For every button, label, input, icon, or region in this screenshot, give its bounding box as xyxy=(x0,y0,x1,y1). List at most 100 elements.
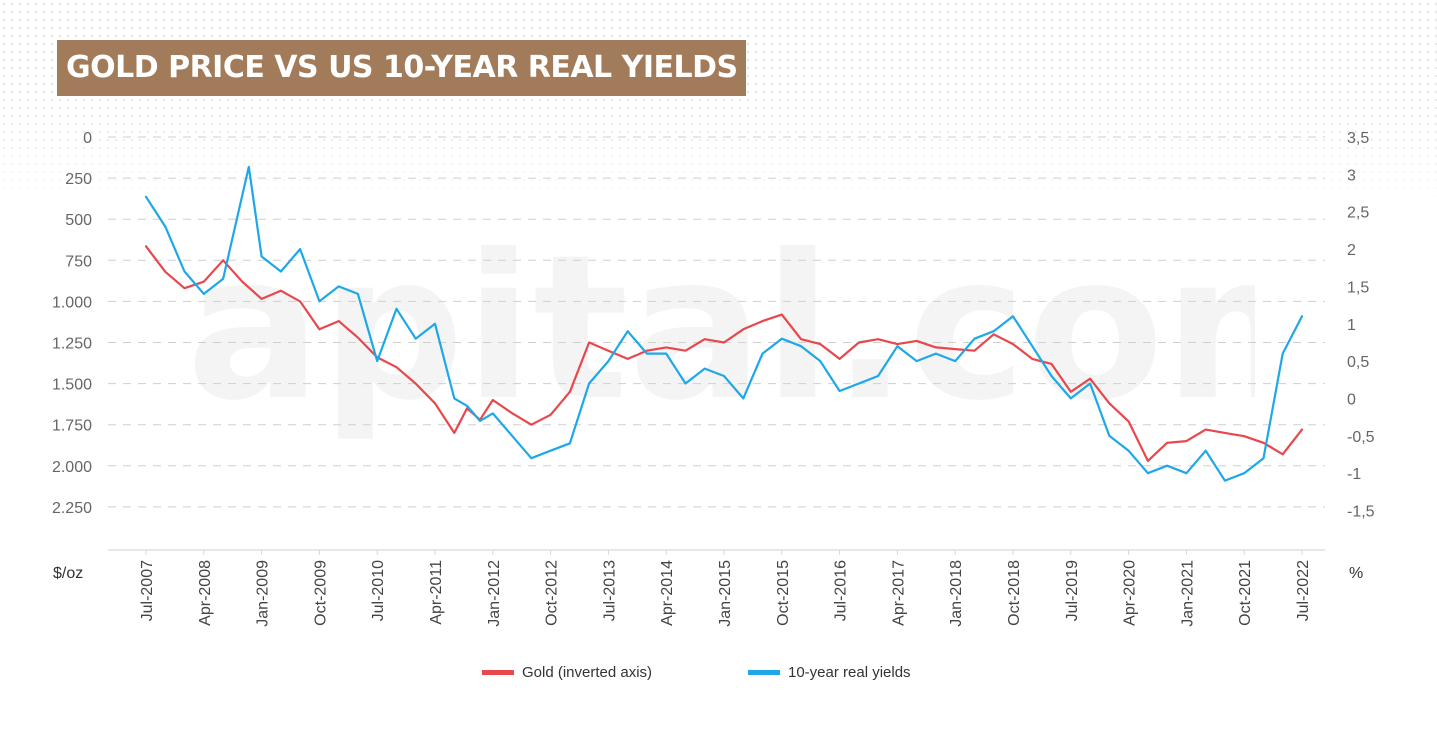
gold-data-point xyxy=(781,313,783,316)
yields-data-point xyxy=(1050,375,1053,377)
x-tick-label: Oct-2015 xyxy=(775,560,792,626)
yields-data-point xyxy=(896,345,899,348)
gold-data-point xyxy=(896,343,899,345)
yields-data-point xyxy=(703,367,706,370)
series-lines xyxy=(144,165,1304,482)
gold-data-point xyxy=(1166,442,1168,444)
legend-item-gold: Gold (inverted axis) xyxy=(482,664,652,681)
right-tick-label: 2,5 xyxy=(1347,205,1369,222)
yields-data-point xyxy=(203,293,205,295)
legend-label-gold: Gold (inverted axis) xyxy=(522,664,653,681)
gold-data-point xyxy=(992,333,995,336)
right-tick-label: 3,5 xyxy=(1347,130,1369,147)
right-tick-label: 1 xyxy=(1347,317,1356,334)
gold-data-point xyxy=(1031,358,1034,360)
yields-data-point xyxy=(376,360,379,362)
gold-data-point xyxy=(935,346,937,349)
dotted-background xyxy=(0,0,1437,210)
yields-data-point xyxy=(260,255,263,258)
gold-data-point xyxy=(1243,435,1245,438)
gold-data-point xyxy=(819,343,822,345)
gold-data-point xyxy=(183,287,186,290)
gold-data-point xyxy=(1012,343,1014,345)
yields-data-point xyxy=(1070,397,1072,400)
left-tick-label: 750 xyxy=(65,253,92,270)
watermark-logo: capital.com xyxy=(185,222,1255,445)
gold-data-point xyxy=(1127,420,1130,423)
yields-data-point xyxy=(646,352,648,355)
left-tick-label: 2.250 xyxy=(52,500,92,517)
yields-data-point xyxy=(588,382,590,385)
yields-data-point xyxy=(819,360,822,362)
yields-data-point xyxy=(434,323,436,325)
yields-data-point xyxy=(1204,449,1207,452)
gold-data-point xyxy=(915,340,918,342)
left-axis-unit: $/oz xyxy=(53,565,83,582)
yields-data-point xyxy=(877,375,879,377)
gold-data-point xyxy=(973,349,976,352)
gold-data-point xyxy=(800,338,802,341)
gold-data-point xyxy=(453,432,456,434)
gold-data-point xyxy=(299,300,301,303)
axes xyxy=(108,549,1325,555)
x-tick-label: Jul-2010 xyxy=(370,560,387,621)
yields-data-point xyxy=(453,397,456,400)
yields-data-point xyxy=(492,412,494,415)
yields-data-point xyxy=(973,337,976,340)
svg-text:capital.com: capital.com xyxy=(185,222,1255,445)
x-tick-label: Jan-2018 xyxy=(948,560,965,627)
yields-data-point xyxy=(164,225,167,228)
x-tick-label: Jan-2009 xyxy=(255,560,272,627)
right-tick-label: 1,5 xyxy=(1347,279,1369,296)
x-tick-label: Jul-2019 xyxy=(1064,560,1081,621)
gold-data-point xyxy=(395,366,398,369)
x-tick-label: Apr-2020 xyxy=(1122,560,1139,626)
yields-series-line xyxy=(144,165,1304,482)
x-tick-label: Jul-2007 xyxy=(139,560,156,621)
gold-data-point xyxy=(1108,402,1111,405)
yields-data-point xyxy=(530,457,533,460)
yields-data-point xyxy=(781,337,783,340)
gold-data-point xyxy=(877,338,879,341)
yields-data-point xyxy=(1031,345,1034,348)
yields-data-point xyxy=(723,375,725,377)
yields-data-point xyxy=(1147,472,1149,475)
yields-data-point xyxy=(761,352,764,355)
yields-data-point xyxy=(1108,435,1111,437)
yields-data-point xyxy=(1012,315,1014,318)
gold-data-point xyxy=(414,382,417,385)
yields-data-point xyxy=(569,442,571,445)
yields-data-point xyxy=(1166,464,1168,467)
yields-data-point xyxy=(684,382,687,385)
gold-data-point xyxy=(1185,440,1188,442)
gold-data-point xyxy=(838,358,841,360)
x-tick-label: Apr-2011 xyxy=(428,560,445,625)
x-tick-label: Apr-2014 xyxy=(659,560,676,626)
yields-data-point xyxy=(549,449,552,452)
x-tick-label: Apr-2017 xyxy=(890,560,907,626)
yields-data-point xyxy=(222,278,224,280)
left-tick-label: 1.250 xyxy=(52,336,92,353)
gold-data-point xyxy=(1224,432,1226,434)
legend-swatch-yields xyxy=(748,670,780,675)
gold-data-point xyxy=(145,245,147,248)
yields-data-point xyxy=(183,270,186,273)
legend-item-yields: 10-year real yields xyxy=(748,664,911,681)
x-tick-label: Apr-2008 xyxy=(197,560,214,626)
x-tick-label: Oct-2018 xyxy=(1006,560,1023,626)
yields-data-point xyxy=(800,345,802,348)
yields-data-point xyxy=(414,337,417,340)
tick-labels: 0 250 500 750 1.000 1.250 1.500 1.750 2.000 2.250… xyxy=(52,130,1375,627)
gold-data-point xyxy=(434,402,436,405)
left-tick-label: 1.000 xyxy=(52,294,92,311)
yields-data-point xyxy=(357,293,359,295)
legend-label-yields: 10-year real yields xyxy=(788,664,911,681)
gold-data-point xyxy=(1204,428,1207,431)
x-tick-label: Oct-2021 xyxy=(1237,560,1254,626)
yields-data-point xyxy=(479,420,481,422)
yields-data-point xyxy=(935,352,937,355)
left-tick-label: 1.500 xyxy=(52,377,92,394)
gold-series-line xyxy=(144,245,1304,462)
gold-data-point xyxy=(357,336,359,339)
yields-data-point xyxy=(1262,457,1265,460)
